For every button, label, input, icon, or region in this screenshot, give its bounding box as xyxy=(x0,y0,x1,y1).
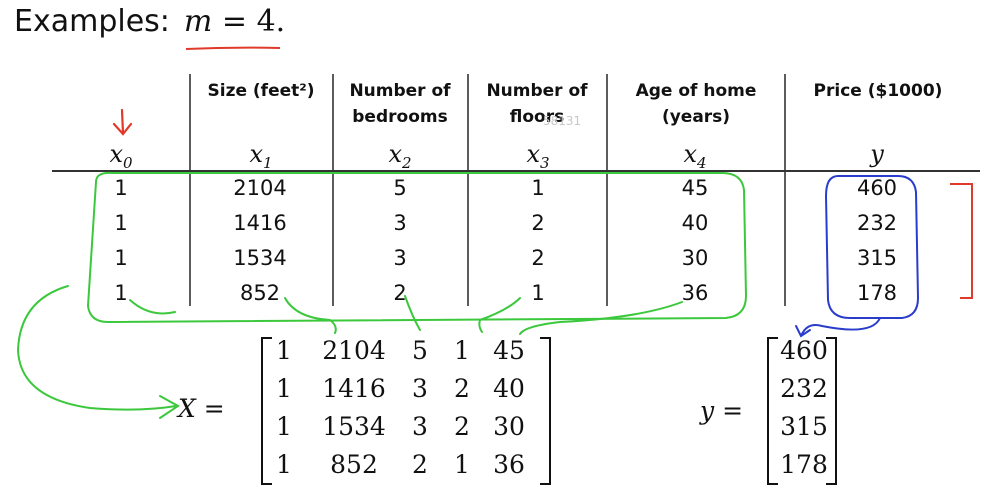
heading-m-equation: m = 4. xyxy=(183,4,286,39)
table-cell: 1 xyxy=(114,211,128,235)
matrix-cell: 2104 xyxy=(322,336,386,365)
var-y: y xyxy=(870,140,884,168)
table-cell: 1416 xyxy=(233,211,287,235)
table-cell: 40 xyxy=(681,211,709,235)
table-cell: 1 xyxy=(531,176,545,200)
header-age: Age of home (years) xyxy=(635,81,757,127)
table-cell: 315 xyxy=(856,246,898,270)
header-bedrooms: Number of bedrooms xyxy=(349,81,451,127)
vector-cell: 460 xyxy=(780,336,828,365)
matrix-x-right-bracket xyxy=(540,337,551,485)
matrix-cell: 5 xyxy=(412,336,428,365)
var-x1: x1 xyxy=(249,140,273,172)
green-x-arrow xyxy=(16,285,180,419)
matrix-cell: 1 xyxy=(276,374,292,403)
table-cell: 1 xyxy=(531,281,545,305)
var-x4: x4 xyxy=(683,140,707,172)
page-heading: Examples: m = 4. xyxy=(14,4,285,39)
matrix-cell: 852 xyxy=(330,450,378,479)
vector-cell: 315 xyxy=(780,412,828,441)
matrix-cell: 40 xyxy=(493,374,525,403)
table-cell: 3 xyxy=(393,211,407,235)
header-size: Size (feet²) xyxy=(207,81,315,101)
matrix-x-left-bracket xyxy=(261,337,272,485)
matrix-cell: 1 xyxy=(454,450,470,479)
var-x2: x2 xyxy=(388,140,412,172)
green-column-arrows xyxy=(129,295,683,335)
header-price: Price ($1000) xyxy=(813,81,943,101)
table-cell: 232 xyxy=(856,211,898,235)
table-cell: 36 xyxy=(681,281,709,305)
table-cell: 2104 xyxy=(233,176,287,200)
table-cell: 45 xyxy=(681,176,709,200)
red-bracket xyxy=(950,183,973,299)
table-cell: 2 xyxy=(531,211,545,235)
matrix-cell: 1 xyxy=(454,336,470,365)
red-down-arrow-icon xyxy=(112,108,133,136)
blue-y-enclosure xyxy=(824,175,920,319)
table-cell: 1 xyxy=(114,176,128,200)
vector-y-left-bracket xyxy=(767,337,778,485)
blue-y-arrow xyxy=(795,317,881,338)
table-cell: 3 xyxy=(393,246,407,270)
table-cell: 460 xyxy=(856,176,898,200)
vector-y-right-bracket xyxy=(826,337,837,485)
matrix-cell: 3 xyxy=(412,412,428,441)
matrix-cell: 45 xyxy=(493,336,525,365)
table-cell: 1 xyxy=(114,281,128,305)
matrix-cell: 36 xyxy=(493,450,525,479)
table-cell: 30 xyxy=(681,246,709,270)
green-feature-enclosure xyxy=(86,171,748,324)
watermark-text: 58131 xyxy=(543,114,582,128)
matrix-cell: 1416 xyxy=(322,374,386,403)
matrix-cell: 30 xyxy=(493,412,525,441)
heading-label: Examples: xyxy=(14,4,170,39)
matrix-cell: 1 xyxy=(276,336,292,365)
table-cell: 1534 xyxy=(233,246,287,270)
matrix-cell: 1534 xyxy=(322,412,386,441)
table-cell: 5 xyxy=(393,176,407,200)
table-cell: 1 xyxy=(114,246,128,270)
header-floors: Number of floors xyxy=(486,81,588,127)
table-cell: 2 xyxy=(393,281,407,305)
matrix-cell: 2 xyxy=(454,412,470,441)
matrix-cell: 2 xyxy=(412,450,428,479)
vector-y-label: y = xyxy=(700,396,744,425)
red-underline xyxy=(185,46,281,50)
matrix-cell: 1 xyxy=(276,412,292,441)
vector-cell: 178 xyxy=(780,450,828,479)
var-x0: x0 xyxy=(109,140,133,172)
vector-cell: 232 xyxy=(780,374,828,403)
matrix-cell: 3 xyxy=(412,374,428,403)
var-x3: x3 xyxy=(526,140,550,172)
table-cell: 852 xyxy=(239,281,281,305)
matrix-x-label: X = xyxy=(178,394,225,423)
matrix-cell: 1 xyxy=(276,450,292,479)
table-cell: 178 xyxy=(856,281,898,305)
matrix-cell: 2 xyxy=(454,374,470,403)
table-cell: 2 xyxy=(531,246,545,270)
